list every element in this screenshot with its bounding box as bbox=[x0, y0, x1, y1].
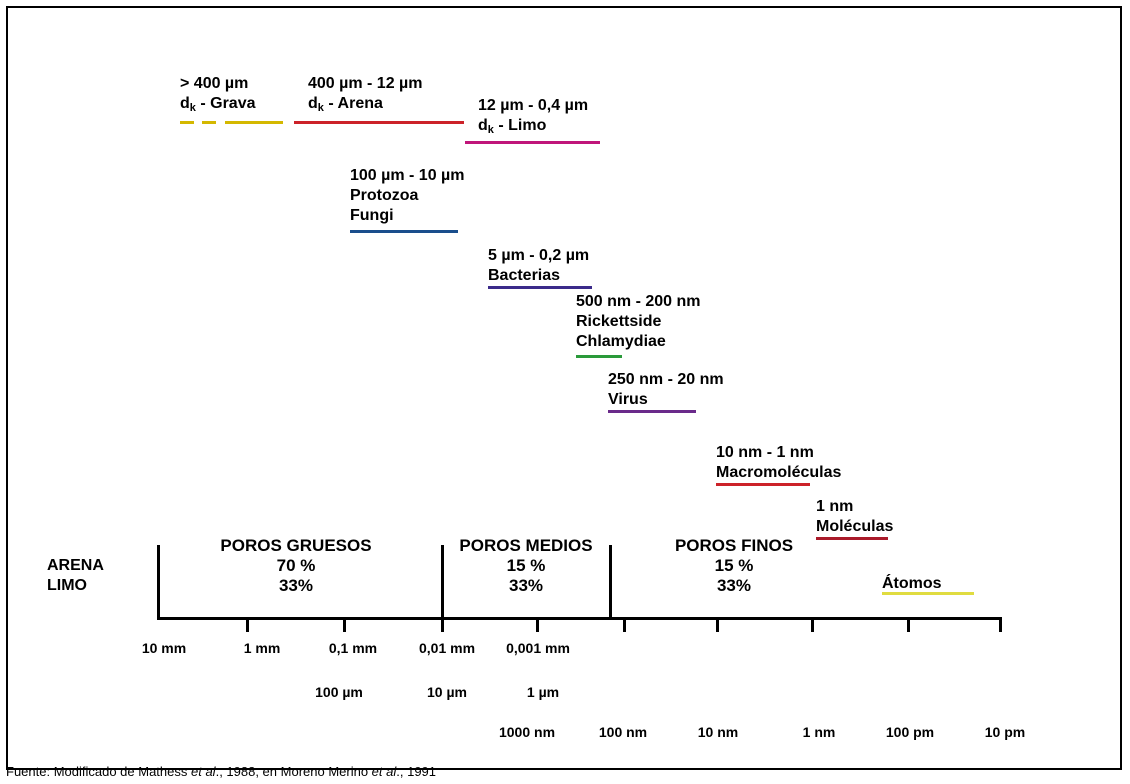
scale-label: 100 nm bbox=[598, 724, 648, 740]
zone-divider-medios bbox=[441, 545, 444, 632]
virus-label: 250 nm - 20 nm Virus bbox=[608, 371, 724, 408]
tick bbox=[999, 617, 1002, 632]
tick bbox=[811, 617, 814, 632]
scale-label: 10 pm bbox=[984, 724, 1026, 740]
scale-label: 0,01 mm bbox=[418, 640, 476, 656]
moleculas-bar bbox=[816, 537, 888, 540]
zone-gruesos-limo: 33% bbox=[278, 576, 314, 595]
limo-label: 12 µm - 0,4 µm dk - Limo bbox=[478, 97, 589, 136]
zone-poros-medios: POROS MEDIOS 15 % 33% bbox=[459, 536, 592, 596]
diagram-frame bbox=[6, 6, 1122, 770]
rickettside-bar bbox=[576, 355, 622, 358]
tick bbox=[246, 617, 249, 632]
tick bbox=[536, 617, 539, 632]
scale-label: 10 µm bbox=[427, 684, 467, 700]
zone-poros-finos: POROS FINOS 15 % 33% bbox=[675, 536, 793, 596]
zone-finos-limo: 33% bbox=[716, 576, 752, 595]
grava-bar-seg2 bbox=[202, 121, 216, 124]
protozoa-label: 100 µm - 10 µm Protozoa Fungi bbox=[350, 167, 465, 224]
side-label-arena: ARENA bbox=[47, 557, 104, 574]
zone-gruesos-arena: 70 % bbox=[276, 556, 316, 575]
scale-label: 10 mm bbox=[141, 640, 187, 656]
arena-bar bbox=[294, 121, 464, 124]
scale-label: 0,1 mm bbox=[328, 640, 378, 656]
tick bbox=[907, 617, 910, 632]
source-citation: Fuente: Modificado de Mathess et al., 19… bbox=[6, 764, 437, 779]
protozoa-bar bbox=[350, 230, 458, 233]
atomos-bar bbox=[882, 592, 974, 595]
grava-label: > 400 µm dk - Grava bbox=[180, 75, 256, 114]
scale-label: 10 nm bbox=[697, 724, 739, 740]
tick bbox=[716, 617, 719, 632]
zone-medios-title: POROS MEDIOS bbox=[459, 536, 593, 555]
zone-poros-gruesos: POROS GRUESOS 70 % 33% bbox=[220, 536, 371, 596]
scale-label: 1 nm bbox=[802, 724, 836, 740]
macromoleculas-label: 10 nm - 1 nm Macromoléculas bbox=[716, 444, 842, 481]
zone-finos-arena: 15 % bbox=[714, 556, 754, 575]
limo-bar bbox=[465, 141, 600, 144]
side-label-limo: LIMO bbox=[47, 577, 87, 594]
rickettside-label: 500 nm - 200 nm Rickettside Chlamydiae bbox=[576, 293, 701, 350]
scale-label: 1 µm bbox=[526, 684, 560, 700]
bacterias-bar bbox=[488, 286, 592, 289]
scale-label: 1 mm bbox=[243, 640, 281, 656]
moleculas-label: 1 nm Moléculas bbox=[816, 498, 894, 535]
atomos-label: Átomos bbox=[882, 575, 942, 592]
virus-bar bbox=[608, 410, 696, 413]
bacterias-label: 5 µm - 0,2 µm Bacterias bbox=[488, 247, 590, 284]
tick bbox=[343, 617, 346, 632]
grava-bar-seg1 bbox=[180, 121, 194, 124]
zone-divider-left bbox=[157, 545, 160, 620]
tick bbox=[623, 617, 626, 632]
scale-label: 100 pm bbox=[885, 724, 935, 740]
macromoleculas-bar bbox=[716, 483, 810, 486]
zone-gruesos-title: POROS GRUESOS bbox=[220, 536, 372, 555]
arena-limo-side-labels: ARENA LIMO bbox=[47, 556, 104, 596]
scale-label: 100 µm bbox=[315, 684, 363, 700]
scale-axis bbox=[157, 617, 1002, 620]
scale-label: 0,001 mm bbox=[506, 640, 570, 656]
zone-finos-title: POROS FINOS bbox=[674, 536, 794, 555]
arena-label: 400 µm - 12 µm dk - Arena bbox=[308, 75, 423, 114]
zone-medios-limo: 33% bbox=[508, 576, 544, 595]
zone-medios-arena: 15 % bbox=[506, 556, 546, 575]
zone-divider-finos bbox=[609, 545, 612, 620]
scale-label: 1000 nm bbox=[498, 724, 556, 740]
grava-bar-seg3 bbox=[225, 121, 283, 124]
